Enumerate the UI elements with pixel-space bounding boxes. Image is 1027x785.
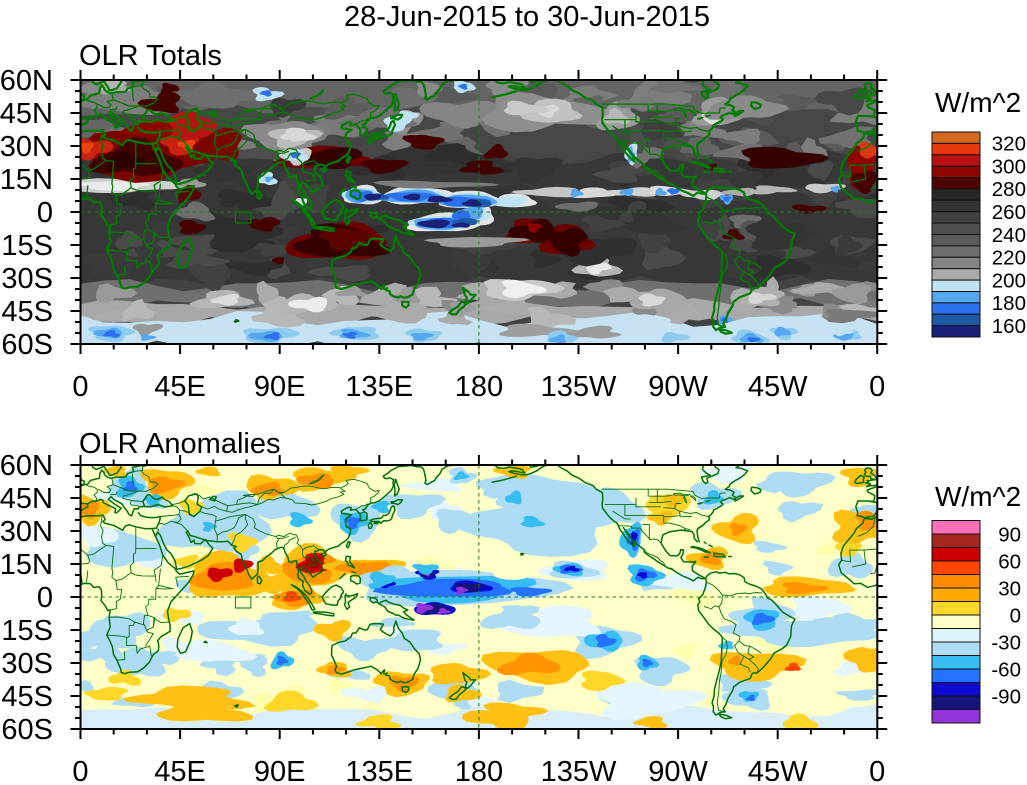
svg-text:45E: 45E <box>154 371 206 403</box>
svg-text:260: 260 <box>992 201 1026 224</box>
svg-text:0: 0 <box>72 756 88 785</box>
svg-text:15N: 15N <box>0 549 53 581</box>
svg-text:15S: 15S <box>1 615 53 647</box>
svg-text:W/m^2: W/m^2 <box>935 481 1021 512</box>
svg-text:60N: 60N <box>0 450 53 482</box>
svg-text:135W: 135W <box>541 371 617 403</box>
svg-text:OLR Totals: OLR Totals <box>79 40 222 72</box>
svg-text:0: 0 <box>869 371 885 403</box>
svg-text:180: 180 <box>455 371 503 403</box>
svg-text:OLR Anomalies: OLR Anomalies <box>79 428 281 460</box>
svg-text:200: 200 <box>992 269 1026 292</box>
svg-text:45S: 45S <box>1 296 53 328</box>
svg-text:W/m^2: W/m^2 <box>935 87 1021 118</box>
svg-text:-90: -90 <box>991 685 1021 708</box>
svg-text:60S: 60S <box>1 329 53 361</box>
svg-text:45W: 45W <box>748 371 808 403</box>
svg-text:320: 320 <box>992 133 1026 156</box>
svg-text:0: 0 <box>37 582 53 614</box>
svg-text:0: 0 <box>869 756 885 785</box>
svg-text:90: 90 <box>998 523 1021 546</box>
svg-text:90W: 90W <box>648 756 708 785</box>
svg-text:30S: 30S <box>1 648 53 680</box>
svg-text:-30: -30 <box>991 631 1021 654</box>
svg-text:45W: 45W <box>748 756 808 785</box>
svg-text:28-Jun-2015 to 30-Jun-2015: 28-Jun-2015 to 30-Jun-2015 <box>344 1 710 33</box>
svg-text:280: 280 <box>992 178 1026 201</box>
svg-text:135W: 135W <box>541 756 617 785</box>
svg-text:45S: 45S <box>1 681 53 713</box>
svg-text:135E: 135E <box>345 756 413 785</box>
svg-text:0: 0 <box>1010 604 1021 627</box>
svg-text:220: 220 <box>992 247 1026 270</box>
svg-text:45N: 45N <box>0 483 53 515</box>
svg-text:-60: -60 <box>991 658 1021 681</box>
svg-text:30N: 30N <box>0 131 53 163</box>
svg-text:300: 300 <box>992 156 1026 179</box>
svg-text:45E: 45E <box>154 756 206 785</box>
svg-text:240: 240 <box>992 224 1026 247</box>
svg-text:90E: 90E <box>254 371 306 403</box>
svg-text:60S: 60S <box>1 714 53 746</box>
svg-text:60: 60 <box>998 550 1021 573</box>
svg-text:180: 180 <box>455 756 503 785</box>
svg-text:180: 180 <box>992 292 1026 315</box>
svg-text:0: 0 <box>37 197 53 229</box>
svg-text:90W: 90W <box>648 371 708 403</box>
svg-text:60N: 60N <box>0 65 53 97</box>
svg-text:30N: 30N <box>0 516 53 548</box>
svg-text:0: 0 <box>72 371 88 403</box>
svg-text:30S: 30S <box>1 263 53 295</box>
svg-text:90E: 90E <box>254 756 306 785</box>
svg-text:160: 160 <box>992 315 1026 338</box>
svg-text:30: 30 <box>998 577 1021 600</box>
svg-text:15S: 15S <box>1 230 53 262</box>
svg-text:15N: 15N <box>0 164 53 196</box>
svg-text:45N: 45N <box>0 98 53 130</box>
svg-text:135E: 135E <box>345 371 413 403</box>
